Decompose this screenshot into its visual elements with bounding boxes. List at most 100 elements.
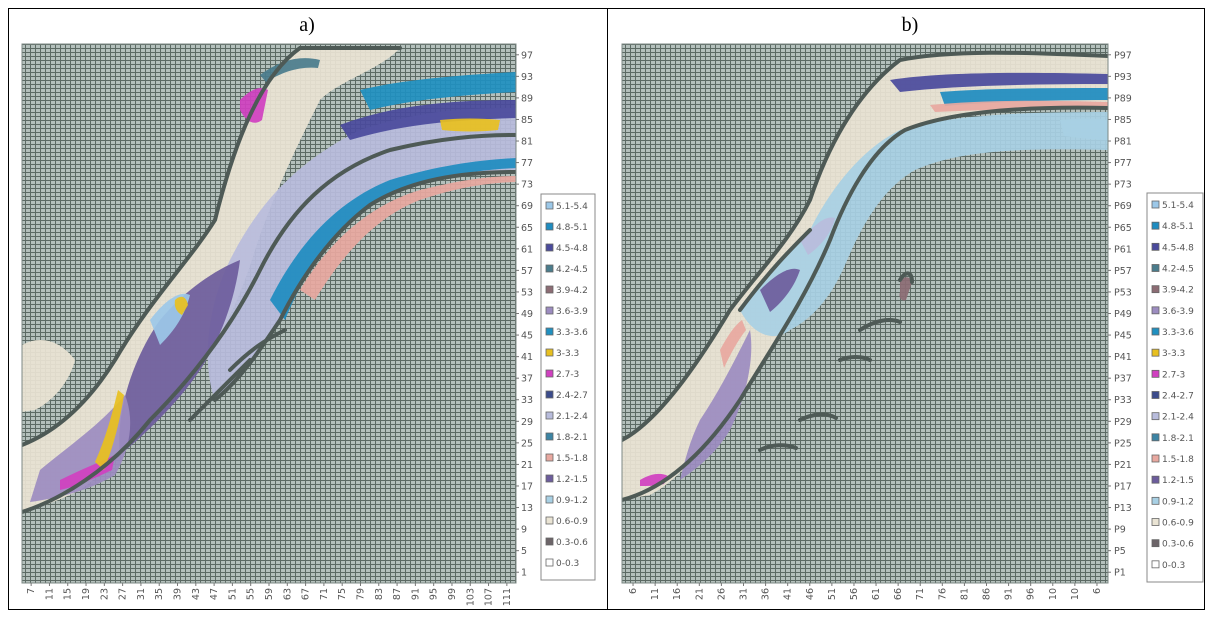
legend-box bbox=[1146, 192, 1204, 583]
x-tick-label: 10 bbox=[1070, 588, 1081, 600]
zone-boundary bbox=[838, 355, 872, 362]
y-tick-label: P85 bbox=[1114, 115, 1132, 126]
x-tick-label: 21 bbox=[694, 588, 705, 600]
legend-swatch bbox=[1151, 560, 1160, 569]
y-tick-label: 45 bbox=[521, 331, 533, 342]
x-tick-label: 51 bbox=[227, 588, 238, 600]
y-tick-label: 89 bbox=[521, 93, 533, 104]
y-tick-label: P33 bbox=[1114, 395, 1132, 406]
legend-label: 3.6-3.9 bbox=[556, 307, 588, 317]
legend-swatch bbox=[1151, 496, 1160, 505]
contour-zone bbox=[440, 118, 500, 132]
zone-boundary bbox=[22, 133, 516, 514]
legend-label: 3-3.3 bbox=[556, 349, 579, 359]
zone-boundary bbox=[858, 318, 902, 332]
legend-label: 1.5-1.8 bbox=[556, 454, 588, 464]
legend-swatch bbox=[545, 369, 554, 378]
x-tick-label: 79 bbox=[355, 588, 366, 600]
panel-b-title: b) bbox=[901, 14, 919, 36]
y-tick-label: P89 bbox=[1114, 93, 1132, 104]
y-tick-label: 49 bbox=[521, 309, 533, 320]
y-tick-label: 25 bbox=[521, 438, 533, 449]
contour-zone bbox=[360, 72, 516, 110]
y-tick-label: P73 bbox=[1114, 180, 1132, 191]
panel-a-title: a) bbox=[299, 14, 315, 36]
legend-swatch bbox=[1151, 242, 1160, 251]
legend-label: 3.6-3.9 bbox=[1162, 307, 1194, 317]
y-tick-label: 33 bbox=[521, 395, 533, 406]
legend-swatch bbox=[545, 306, 554, 315]
contour-zones bbox=[22, 46, 516, 514]
x-tick-label: 107 bbox=[484, 588, 495, 606]
legend-swatch bbox=[545, 474, 554, 483]
y-tick-label: 13 bbox=[521, 503, 533, 514]
contour-zone bbox=[300, 176, 516, 300]
x-tick-label: 6 bbox=[1092, 588, 1103, 594]
zone-boundary bbox=[22, 46, 402, 447]
y-tick-label: 69 bbox=[521, 201, 533, 212]
legend-label: 1.2-1.5 bbox=[556, 475, 588, 485]
y-tick-label: 73 bbox=[521, 180, 533, 191]
y-tick-label: P65 bbox=[1114, 223, 1132, 234]
legend-box bbox=[540, 193, 596, 581]
legend-swatch bbox=[1151, 518, 1160, 526]
x-tick-label: 41 bbox=[783, 588, 794, 600]
legend-label: 4.2-4.5 bbox=[1162, 265, 1194, 275]
legend-label: 1.2-1.5 bbox=[1162, 476, 1194, 486]
y-tick-label: 1 bbox=[521, 568, 527, 579]
contour-zone bbox=[940, 88, 1108, 106]
legend-swatch bbox=[1151, 539, 1160, 548]
x-tick-label: 59 bbox=[264, 588, 275, 600]
x-tick-label: 61 bbox=[871, 588, 882, 600]
y-tick-label: P37 bbox=[1114, 374, 1132, 385]
zone-boundary bbox=[188, 358, 252, 422]
y-tick-label: 41 bbox=[521, 352, 533, 363]
y-tick-label: 61 bbox=[521, 244, 533, 255]
x-tick-label: 46 bbox=[805, 588, 816, 600]
x-tick-label: 75 bbox=[337, 588, 348, 600]
legend-swatch bbox=[1151, 454, 1160, 463]
y-tick-label: 65 bbox=[521, 223, 533, 234]
x-tick-label: 55 bbox=[246, 588, 257, 600]
contour-zone bbox=[800, 217, 835, 255]
legend-swatch bbox=[1151, 200, 1160, 209]
y-tick-label: P9 bbox=[1114, 525, 1126, 536]
legend-label: 0-0.3 bbox=[1162, 561, 1185, 571]
legend-label: 0-0.3 bbox=[556, 559, 579, 569]
y-tick-label: P53 bbox=[1114, 287, 1132, 298]
contour-zone bbox=[95, 390, 124, 470]
legend-label: 4.8-5.1 bbox=[1162, 222, 1194, 232]
legend-swatch bbox=[545, 201, 554, 210]
legend-swatch bbox=[545, 285, 554, 294]
contour-zone bbox=[340, 100, 516, 140]
contour-zone bbox=[720, 320, 746, 368]
legend-label: 4.8-5.1 bbox=[556, 223, 588, 233]
x-tick-label: 66 bbox=[893, 588, 904, 600]
legend-swatch bbox=[545, 432, 554, 441]
legend-swatch bbox=[1151, 221, 1160, 230]
y-tick-label: P49 bbox=[1114, 309, 1132, 320]
y-tick-label: P13 bbox=[1114, 503, 1132, 514]
legend-label: 0.6-0.9 bbox=[1162, 519, 1194, 529]
zone-boundary bbox=[738, 228, 812, 312]
contour-zone bbox=[930, 100, 1108, 112]
legend-label: 2.1-2.4 bbox=[1162, 413, 1194, 423]
y-tick-label: 17 bbox=[521, 481, 533, 492]
contour-zone bbox=[1060, 118, 1108, 140]
zone-boundary bbox=[622, 50, 1108, 442]
x-tick-label: 26 bbox=[716, 588, 727, 600]
x-tick-label: 99 bbox=[447, 588, 458, 600]
contour-zones bbox=[622, 50, 1108, 502]
legend-swatch bbox=[545, 537, 554, 546]
y-tick-label: 21 bbox=[521, 460, 533, 471]
y-tick-label: P5 bbox=[1114, 546, 1126, 557]
legend-label: 4.5-4.8 bbox=[556, 244, 588, 254]
legend-label: 2.1-2.4 bbox=[556, 412, 588, 422]
legend-label: 0.9-1.2 bbox=[1162, 497, 1194, 507]
legend-label: 1.8-2.1 bbox=[1162, 434, 1194, 444]
x-tick-label: 83 bbox=[374, 588, 385, 600]
legend-label: 2.7-3 bbox=[1162, 370, 1185, 380]
y-tick-label: 93 bbox=[521, 72, 533, 83]
legend-label: 3-3.3 bbox=[1162, 349, 1185, 359]
